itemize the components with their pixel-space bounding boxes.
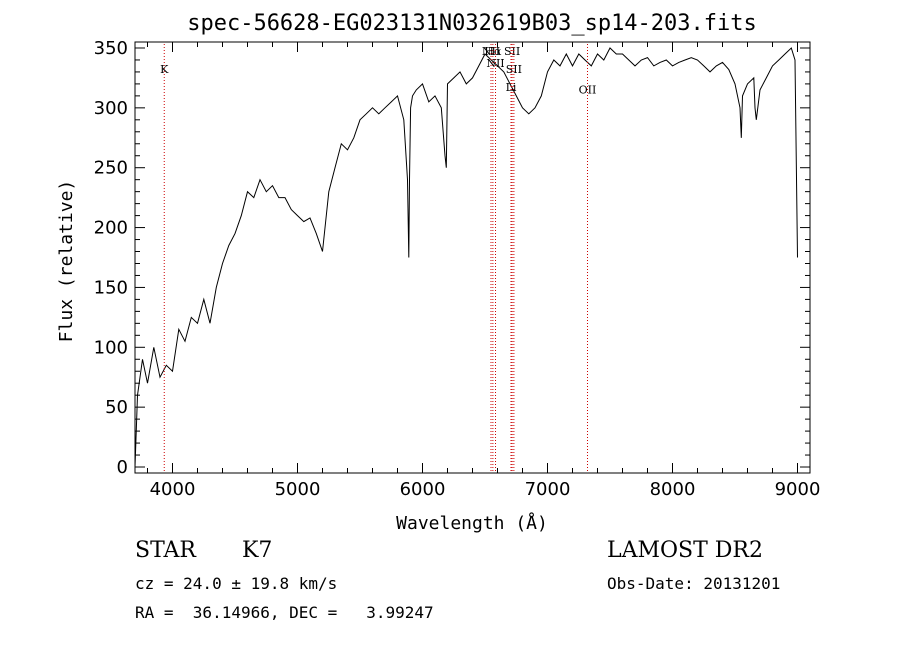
y-tick-label-3: 150 (94, 277, 128, 298)
x-axis-label: Wavelength (Å) (396, 512, 548, 534)
line-marker-label-7: OII (579, 83, 597, 96)
line-marker-label-2: Hα (484, 45, 502, 58)
coordinates-text: RA = 36.14966, DEC = 3.99247 (135, 603, 434, 622)
x-tick-label-0: 4000 (150, 479, 196, 500)
y-tick-label-1: 50 (105, 397, 128, 418)
y-tick-label-0: 0 (117, 457, 128, 478)
line-marker-label-6: Li (506, 81, 517, 94)
line-marker-label-5: SII (506, 63, 522, 76)
y-tick-label-7: 350 (94, 38, 128, 59)
x-tick-label-4: 8000 (650, 479, 696, 500)
y-axis-label: Flux (relative) (56, 180, 77, 343)
object-class: STAR (135, 538, 196, 563)
survey-label: LAMOST DR2 (607, 538, 763, 563)
x-tick-label-5: 9000 (775, 479, 821, 500)
y-tick-label-4: 200 (94, 218, 128, 239)
chart-title: spec-56628-EG023131N032619B03_sp14-203.f… (187, 11, 757, 36)
line-marker-label-0: K (160, 63, 169, 76)
redshift-text: cz = 24.0 ± 19.8 km/s (135, 574, 338, 593)
y-tick-label-6: 300 (94, 98, 128, 119)
x-tick-label-3: 7000 (525, 479, 571, 500)
obs-date: Obs-Date: 20131201 (607, 574, 781, 593)
line-marker-label-4: NII (486, 57, 504, 70)
line-marker-label-1: NII (482, 45, 500, 58)
x-tick-label-2: 6000 (400, 479, 446, 500)
y-tick-label-2: 100 (94, 337, 128, 358)
object-subclass: K7 (242, 538, 273, 563)
y-tick-label-5: 250 (94, 158, 128, 179)
line-marker-label-3: SII (504, 45, 520, 58)
spectrum-line-0 (134, 47, 798, 468)
plot-frame (134, 41, 811, 474)
x-tick-label-1: 5000 (275, 479, 321, 500)
